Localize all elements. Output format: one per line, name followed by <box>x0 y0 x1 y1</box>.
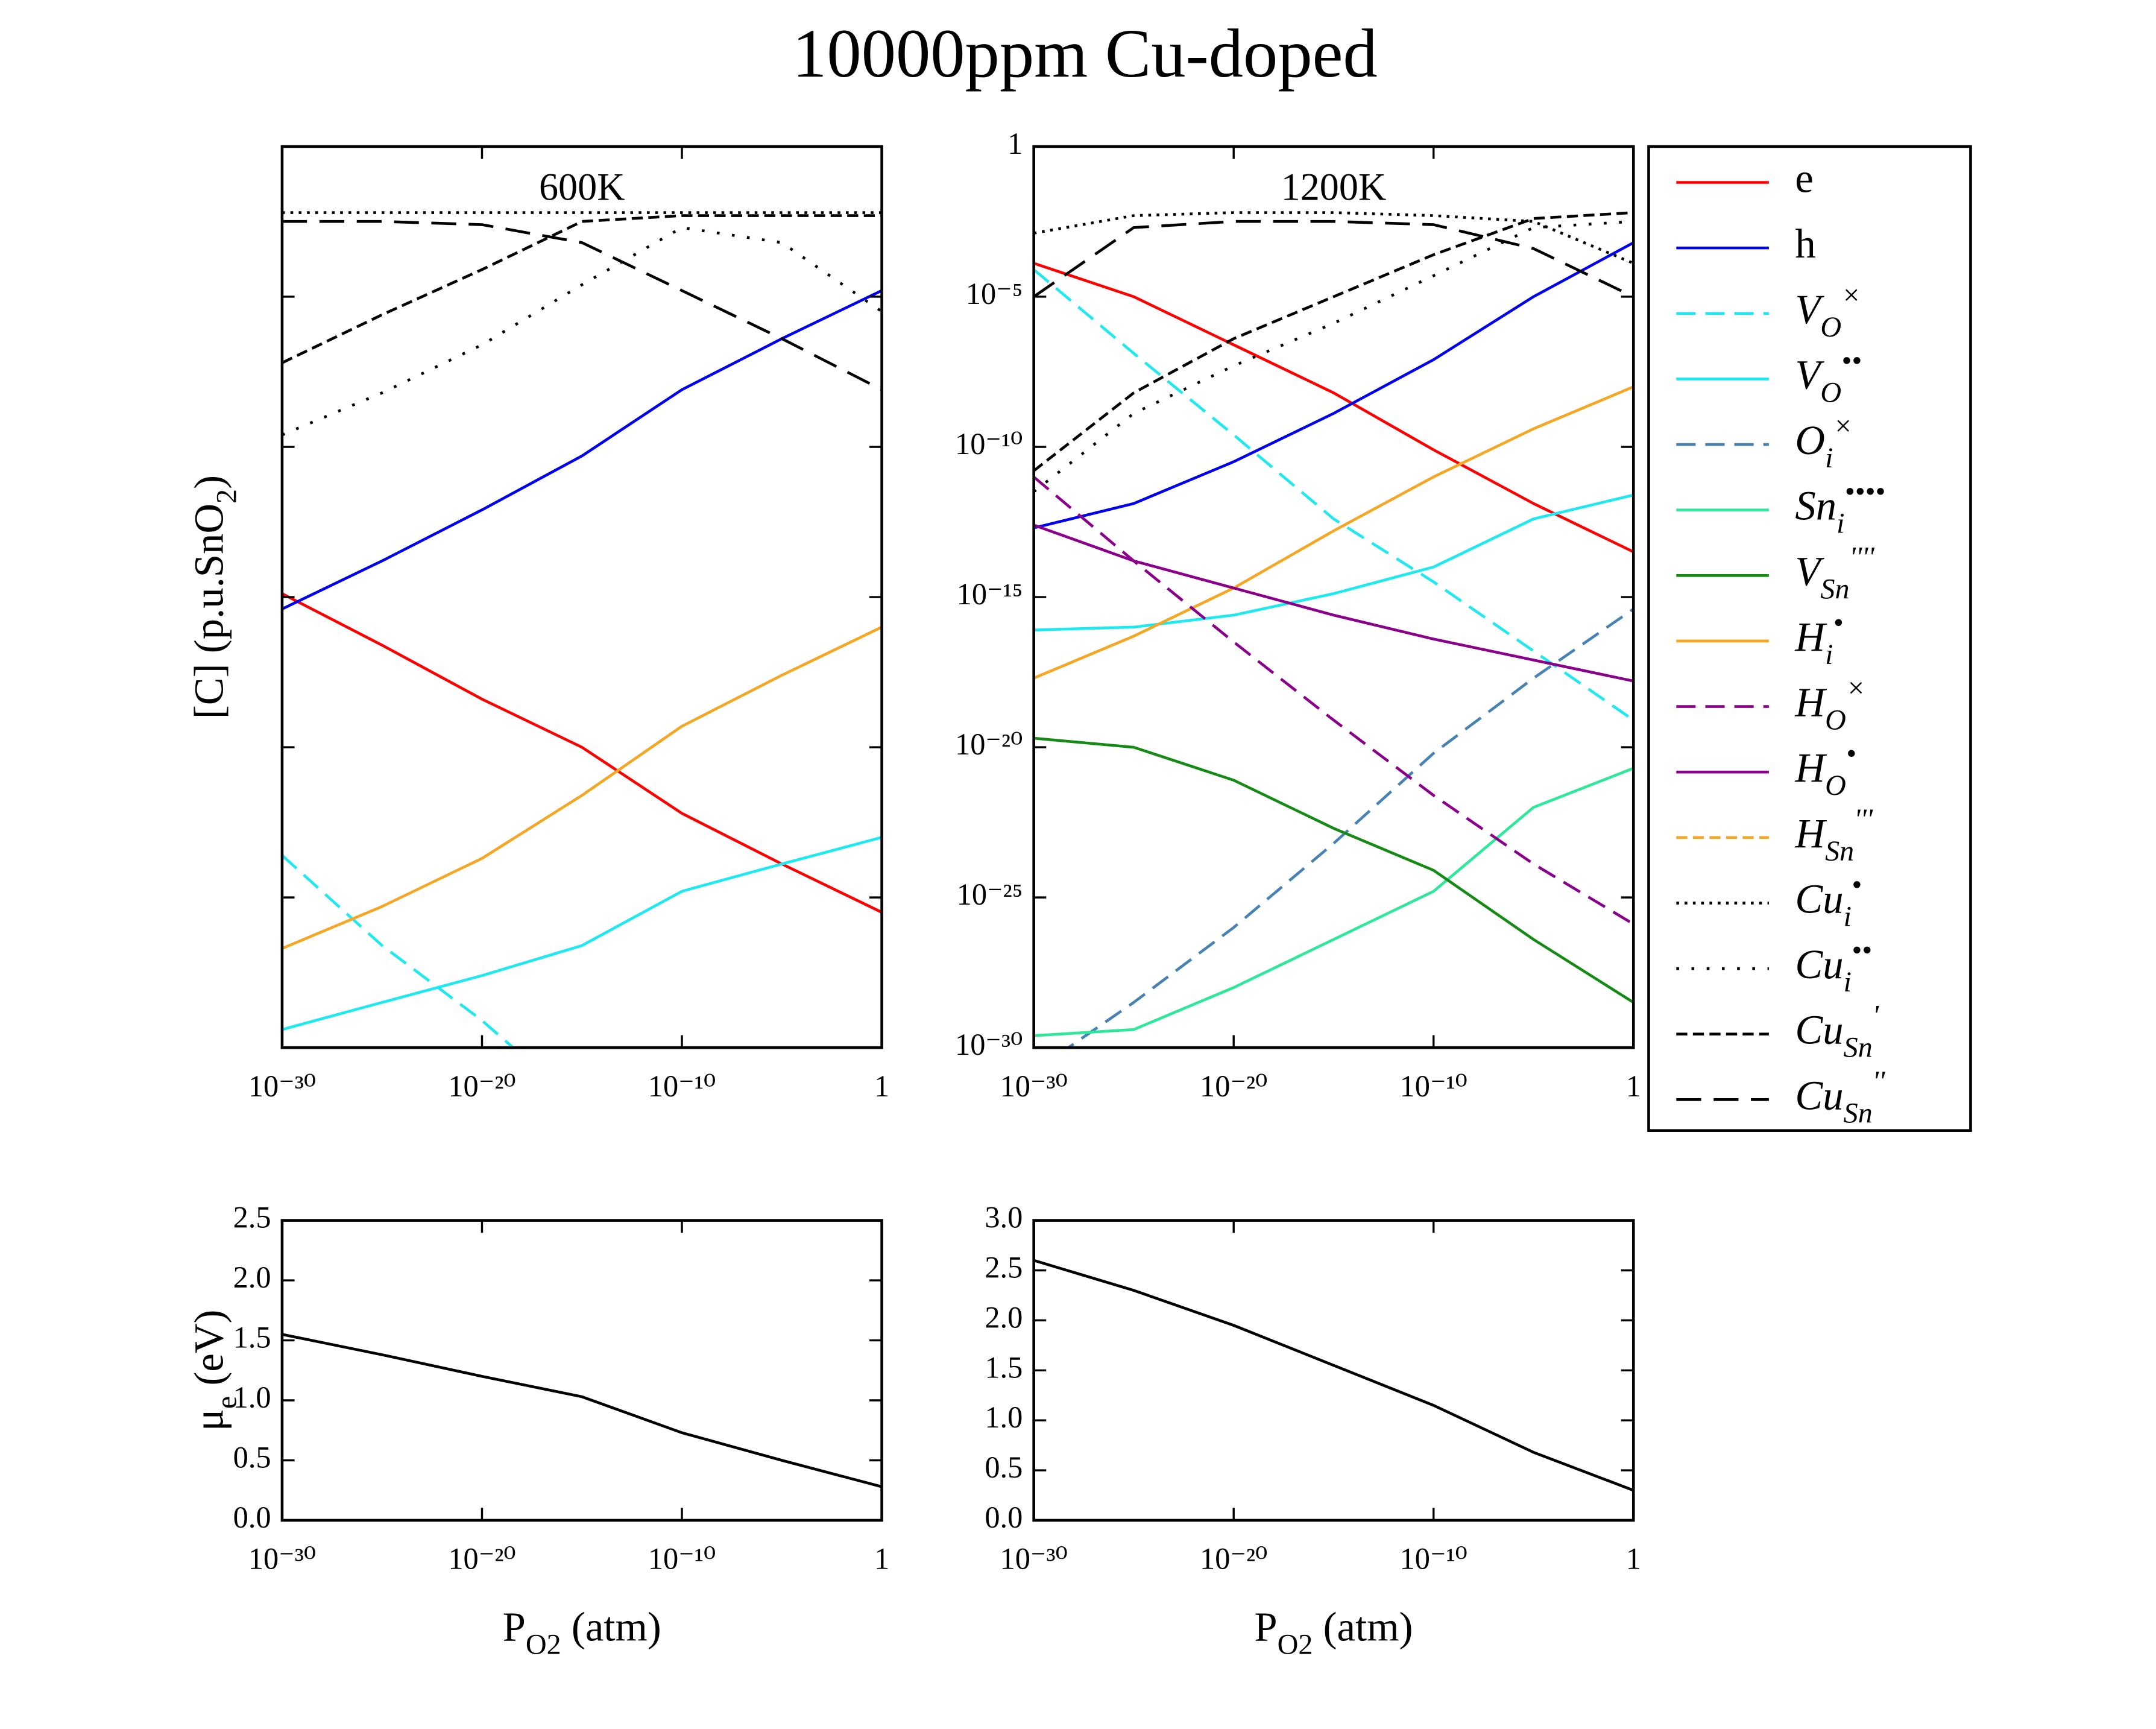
series-line <box>1033 220 1634 299</box>
legend-label: CuSn'' <box>1795 1065 1885 1129</box>
legend-label: Hi• <box>1794 606 1843 670</box>
plot-frame <box>280 1219 883 1522</box>
series-line <box>1033 262 1634 554</box>
x-axis-label: PO2 (atm) <box>1254 1604 1413 1660</box>
x-tick-label: 10⁻³⁰ <box>1000 1069 1067 1102</box>
y-tick-label: 0.5 <box>985 1450 1023 1484</box>
series-line <box>282 625 882 950</box>
series-line <box>1033 736 1634 1004</box>
y-tick-label: 1.5 <box>985 1350 1023 1384</box>
series-line <box>282 226 882 437</box>
legend-label: VO× <box>1795 279 1861 343</box>
legend-label: VO•• <box>1795 344 1861 408</box>
y-tick-label: 10⁻³⁰ <box>955 1028 1023 1061</box>
y-tick-label: 1.0 <box>233 1380 271 1414</box>
series-line <box>282 854 515 1048</box>
x-tick-label: 10⁻³⁰ <box>248 1069 316 1102</box>
legend-label: Cui• <box>1795 868 1861 932</box>
y-tick-label: 0.0 <box>233 1500 271 1534</box>
y-tick-label: 2.5 <box>985 1250 1023 1284</box>
panel-annotation: 600K <box>539 165 625 208</box>
x-tick-label: 1 <box>1626 1069 1641 1102</box>
x-tick-label: 10⁻²⁰ <box>448 1541 515 1575</box>
legend-label: Cui•• <box>1795 934 1871 998</box>
y-tick-label: 0.5 <box>233 1440 271 1474</box>
series-line <box>1033 211 1634 265</box>
series-line <box>1033 385 1634 680</box>
x-tick-label: 1 <box>874 1069 889 1102</box>
y-tick-label: 10⁻⁵ <box>966 277 1023 311</box>
series-line <box>1033 241 1634 529</box>
series-line <box>1033 767 1634 1037</box>
legend-label: HO• <box>1794 738 1856 801</box>
x-tick-label: 10⁻³⁰ <box>248 1541 316 1575</box>
x-tick-label: 10⁻²⁰ <box>1200 1541 1267 1575</box>
y-tick-label: 10⁻²⁵ <box>957 877 1023 911</box>
series-line <box>1033 523 1634 683</box>
x-axis-label: PO2 (atm) <box>503 1604 661 1660</box>
panel-annotation: 1200K <box>1281 165 1387 208</box>
series-line <box>1033 1259 1634 1492</box>
series-line <box>1065 607 1634 1048</box>
y-tick-label: 0.0 <box>985 1500 1023 1534</box>
y-tick-label: 2.0 <box>985 1300 1023 1334</box>
y-tick-label: 1.0 <box>985 1400 1023 1434</box>
series-line <box>282 220 882 391</box>
x-tick-label: 10⁻³⁰ <box>1000 1541 1067 1575</box>
x-tick-label: 10⁻¹⁰ <box>1400 1541 1467 1575</box>
legend-label: HSn''' <box>1794 803 1873 867</box>
y-tick-label: 10⁻¹⁵ <box>957 577 1023 611</box>
legend-label: VSn'''' <box>1795 541 1874 605</box>
x-tick-label: 10⁻¹⁰ <box>1400 1069 1467 1102</box>
legend-label: Sni•••• <box>1795 475 1885 539</box>
y-axis-label: [C] (p.u.SnO2) <box>186 475 242 719</box>
y-tick-label: 10⁻¹⁰ <box>955 427 1023 461</box>
y-axis-label: μe (eV) <box>186 1310 242 1431</box>
legend-label: CuSn' <box>1795 999 1879 1063</box>
legend-label: e <box>1795 155 1814 201</box>
series-line <box>282 836 882 1031</box>
y-tick-label: 2.5 <box>233 1200 271 1234</box>
y-tick-label: 1.5 <box>233 1320 271 1354</box>
series-line <box>1033 211 1634 472</box>
series-line <box>282 214 882 364</box>
series-line <box>282 1333 882 1488</box>
series-line <box>1033 268 1634 721</box>
y-tick-label: 2.0 <box>233 1260 271 1294</box>
series-line <box>1033 493 1634 631</box>
y-tick-label: 3.0 <box>985 1200 1023 1234</box>
legend-box <box>1647 145 1972 1132</box>
figure-title: 10000ppm Cu-doped <box>792 15 1378 92</box>
x-tick-label: 10⁻²⁰ <box>448 1069 515 1102</box>
x-tick-label: 10⁻¹⁰ <box>648 1069 716 1102</box>
x-tick-label: 1 <box>1626 1541 1641 1575</box>
legend-label: HO× <box>1794 672 1865 736</box>
x-tick-label: 10⁻¹⁰ <box>648 1541 716 1575</box>
x-tick-label: 1 <box>874 1541 889 1575</box>
x-tick-label: 10⁻²⁰ <box>1200 1069 1267 1102</box>
legend-label: h <box>1795 221 1815 267</box>
y-tick-label: 1 <box>1007 126 1023 160</box>
y-tick-label: 10⁻²⁰ <box>955 727 1023 761</box>
legend-label: Oi× <box>1795 410 1853 474</box>
